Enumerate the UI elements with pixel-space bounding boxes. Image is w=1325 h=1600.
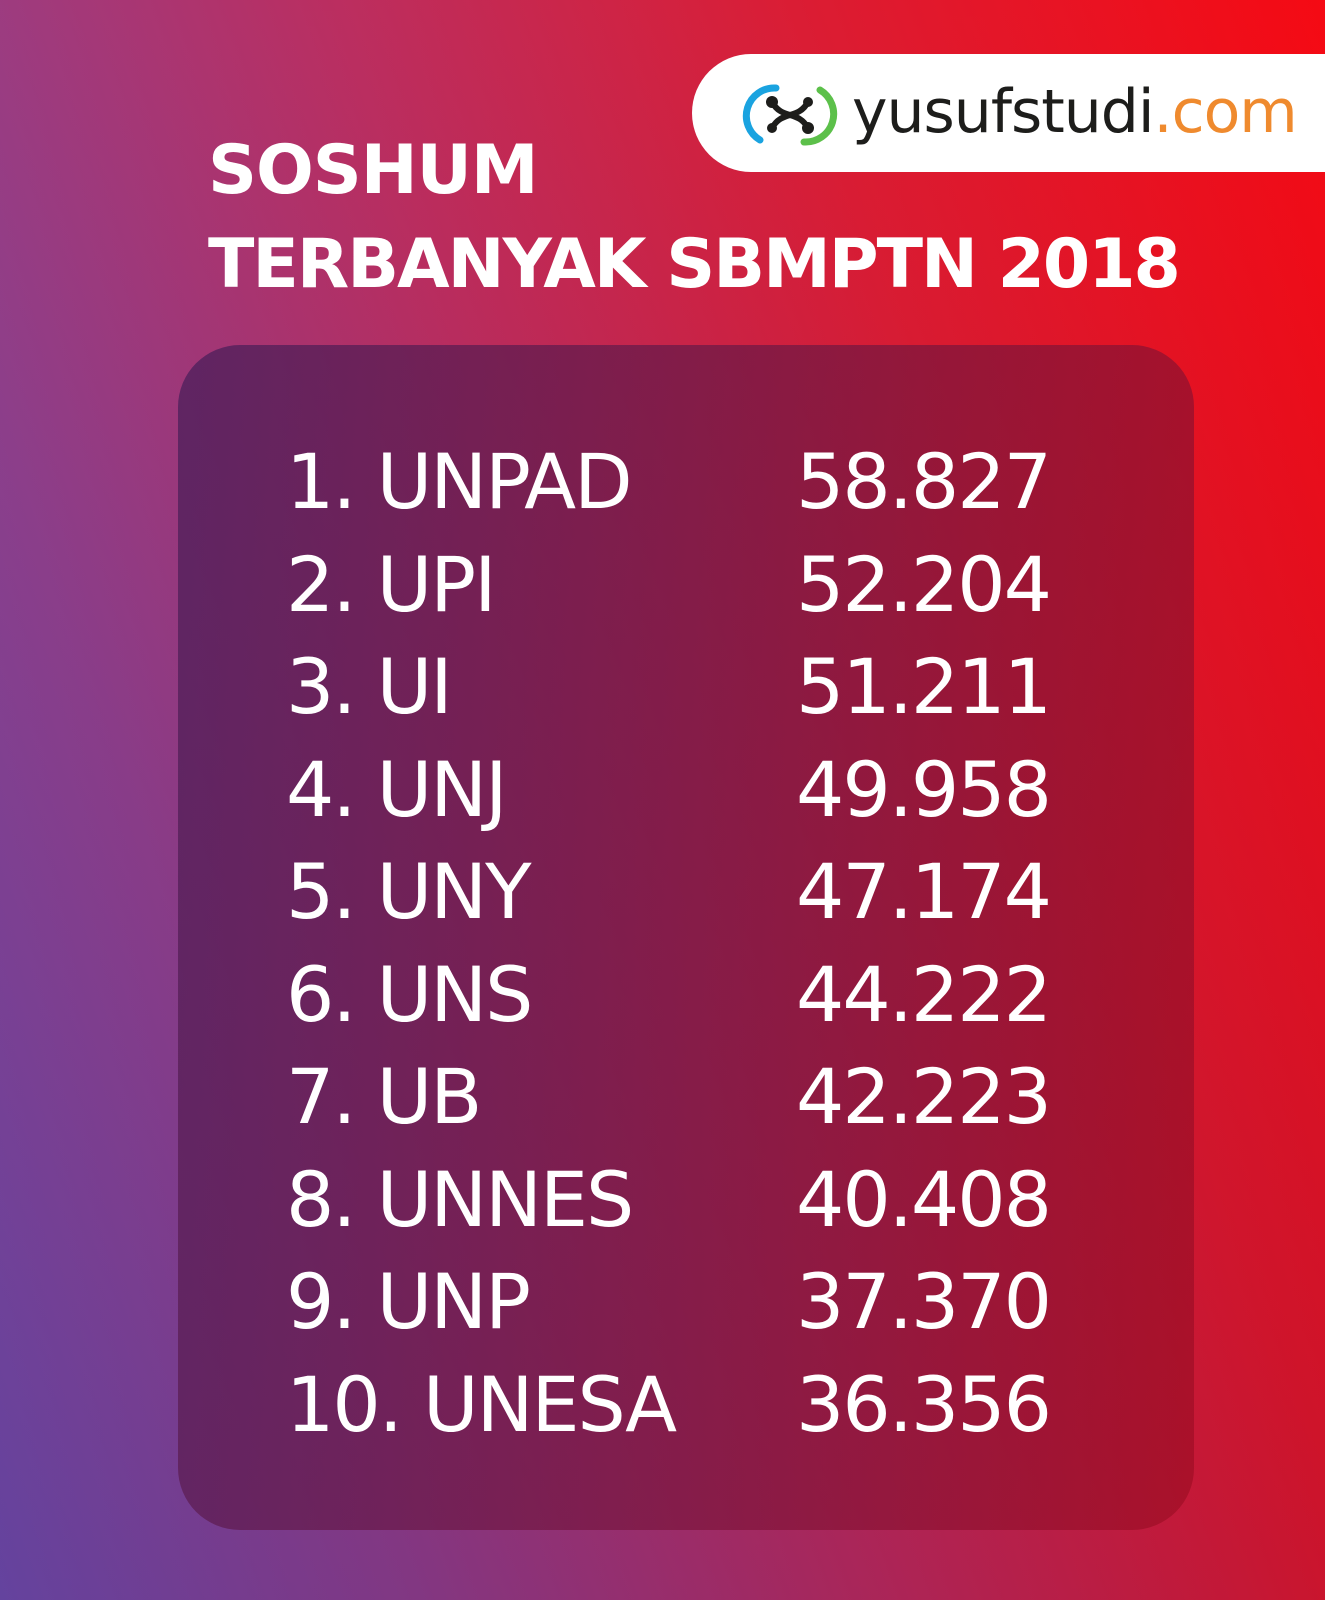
- list-item: 5. UNY 47.174: [286, 842, 1146, 945]
- rank-label: 8. UNNES: [286, 1154, 634, 1244]
- list-item: 9. UNP 37.370: [286, 1252, 1146, 1355]
- list-item: 6. UNS 44.222: [286, 945, 1146, 1048]
- rank-value: 58.827: [796, 437, 1052, 526]
- brand-banner: yusufstudi.com: [692, 54, 1325, 172]
- rank-value: 47.174: [796, 847, 1052, 936]
- rank-value: 49.958: [796, 744, 1052, 834]
- rank-label: 7. UB: [286, 1052, 482, 1141]
- list-item: 1. UNPAD 58.827: [286, 432, 1146, 535]
- rank-value: 52.204: [796, 539, 1052, 629]
- brand-wordmark: yusufstudi.com: [852, 72, 1298, 152]
- rank-label: 9. UNP: [286, 1257, 531, 1346]
- list-item: 8. UNNES 40.408: [286, 1150, 1146, 1253]
- rank-label: 3. UI: [286, 642, 453, 731]
- rank-value: 51.211: [796, 642, 1052, 731]
- list-item: 4. UNJ 49.958: [286, 740, 1146, 843]
- list-item: 7. UB 42.223: [286, 1047, 1146, 1150]
- rank-label: 6. UNS: [286, 949, 533, 1039]
- title-line-2: TERBANYAK SBMPTN 2018: [208, 225, 1181, 304]
- rank-value: 36.356: [796, 1359, 1052, 1449]
- rank-label: 1. UNPAD: [286, 437, 633, 526]
- list-item: 10. UNESA 36.356: [286, 1355, 1146, 1458]
- ranking-list: 1. UNPAD 58.827 2. UPI 52.204 3. UI 51.2…: [286, 432, 1146, 1457]
- rank-value: 37.370: [796, 1257, 1052, 1346]
- list-item: 2. UPI 52.204: [286, 535, 1146, 638]
- list-item: 3. UI 51.211: [286, 637, 1146, 740]
- rank-value: 40.408: [796, 1154, 1052, 1244]
- rank-label: 4. UNJ: [286, 744, 508, 834]
- brand-tld: .com: [1153, 77, 1298, 147]
- yusufstudi-logo-icon: [742, 84, 838, 146]
- title-line-1: SOSHUM: [208, 131, 539, 210]
- rank-label: 5. UNY: [286, 847, 532, 936]
- brand-name: yusufstudi: [852, 77, 1155, 147]
- rank-value: 42.223: [796, 1052, 1052, 1141]
- rank-label: 10. UNESA: [286, 1359, 677, 1449]
- rank-value: 44.222: [796, 949, 1052, 1039]
- ranking-panel: [178, 345, 1194, 1530]
- rank-label: 2. UPI: [286, 539, 497, 629]
